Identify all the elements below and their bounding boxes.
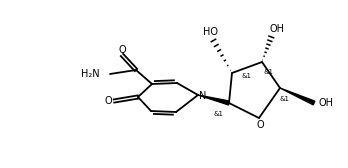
Text: O: O: [256, 120, 264, 130]
Text: &1: &1: [241, 73, 251, 79]
Text: O: O: [104, 96, 112, 106]
Polygon shape: [280, 88, 315, 105]
Text: H₂N: H₂N: [81, 69, 100, 79]
Text: OH: OH: [269, 24, 285, 34]
Text: &1: &1: [280, 96, 290, 102]
Text: OH: OH: [318, 98, 333, 108]
Polygon shape: [198, 95, 229, 105]
Text: &1: &1: [263, 69, 273, 75]
Text: &1: &1: [214, 111, 224, 117]
Text: N: N: [199, 91, 207, 101]
Text: HO: HO: [203, 27, 218, 37]
Text: O: O: [118, 45, 126, 55]
